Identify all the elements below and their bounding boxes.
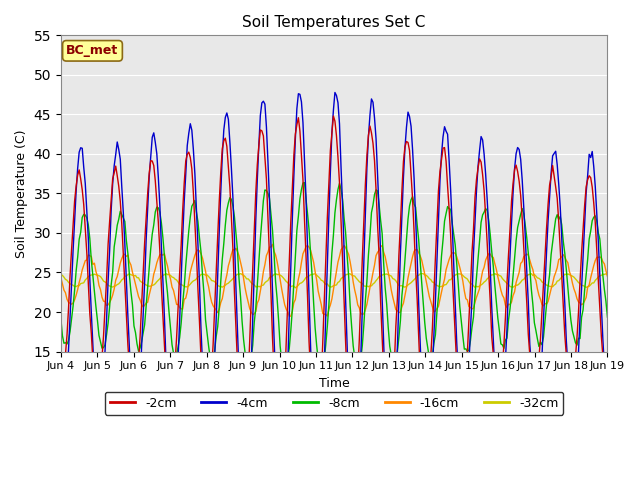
Text: BC_met: BC_met [67, 44, 118, 57]
X-axis label: Time: Time [319, 377, 349, 390]
Title: Soil Temperatures Set C: Soil Temperatures Set C [243, 15, 426, 30]
Legend: -2cm, -4cm, -8cm, -16cm, -32cm: -2cm, -4cm, -8cm, -16cm, -32cm [105, 392, 563, 415]
Y-axis label: Soil Temperature (C): Soil Temperature (C) [15, 129, 28, 258]
